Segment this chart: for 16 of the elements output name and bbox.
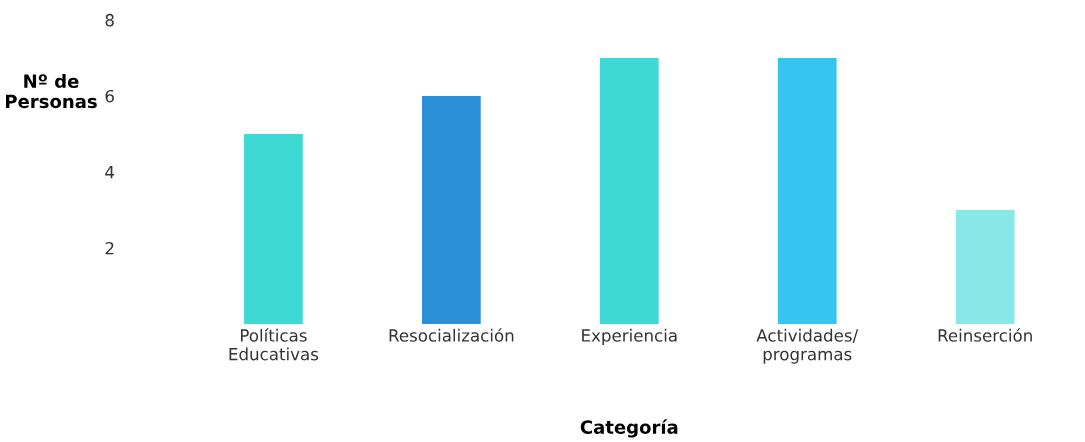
bar: [955, 209, 1015, 324]
x-tick-label: Experiencia: [582, 328, 677, 345]
bar: [244, 133, 303, 324]
y-tick-label: 6: [105, 89, 114, 103]
y-tick-label: 4: [105, 166, 115, 179]
bar: [422, 95, 481, 324]
x-tick-label: Actividades/ programas: [756, 328, 859, 364]
x-tick-label: Políticas Educativas: [229, 328, 319, 361]
bar: [777, 57, 837, 324]
y-axis-title: Nº de Personas: [5, 74, 97, 109]
y-tick-label: 8: [105, 13, 114, 27]
y-tick-label: 2: [105, 241, 114, 255]
x-tick-label: Resocialización: [389, 328, 514, 342]
bar: [599, 57, 659, 324]
x-axis-title: Categoría: [580, 419, 678, 438]
x-tick-label: Reinserción: [938, 328, 1032, 342]
